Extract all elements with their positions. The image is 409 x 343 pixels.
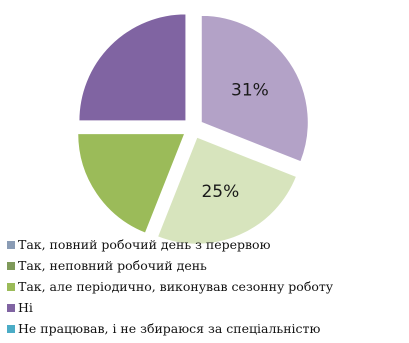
legend-swatch (7, 261, 15, 270)
legend-label: Ні (18, 300, 33, 315)
legend-item: Так, повний робочий день з перервою (7, 234, 407, 255)
legend-label: Так, неповний робочий день (18, 258, 207, 273)
legend-label: Не працював, і не збираюся за спеціальні… (18, 321, 321, 336)
legend-swatch (7, 282, 15, 291)
pie-slice (78, 13, 187, 122)
legend-item: Не працював, і не збираюся за спеціальні… (7, 318, 407, 339)
legend-label: Так, повний робочий день з перервою (18, 237, 271, 252)
legend-item: Так, але періодично, виконував сезонну р… (7, 276, 407, 297)
legend-item: Ні (7, 297, 407, 318)
legend: Так, повний робочий день з перервою Так,… (7, 234, 407, 339)
pie-slice (200, 14, 309, 163)
legend-swatch (7, 324, 15, 333)
pie-slice (156, 136, 298, 245)
legend-swatch (7, 303, 15, 312)
pie-slice (77, 133, 186, 234)
legend-label: Так, але періодично, виконував сезонну р… (18, 279, 334, 294)
legend-swatch (7, 240, 15, 249)
slice-data-label: 25% (201, 182, 239, 202)
slice-data-label: 31% (231, 80, 269, 100)
legend-item: Так, неповний робочий день (7, 255, 407, 276)
